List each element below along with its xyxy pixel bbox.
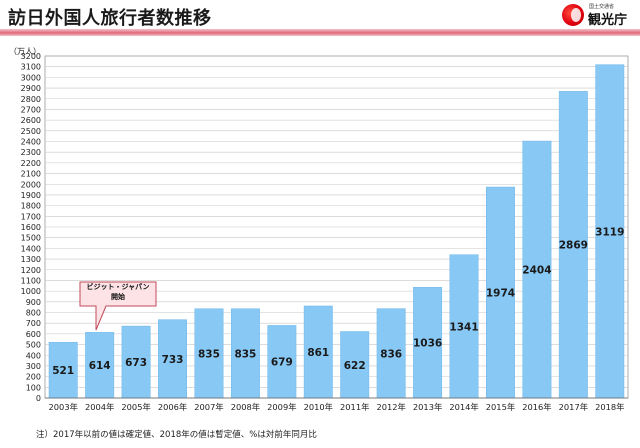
data-label: 679	[271, 357, 293, 369]
bar	[522, 140, 552, 399]
y-tick-label: 2600	[21, 116, 41, 125]
y-tick-label: 0	[36, 394, 41, 403]
data-label: 733	[162, 354, 184, 366]
x-tick-label: 2005年	[121, 402, 150, 412]
y-tick-label: 1500	[21, 234, 41, 243]
data-label: 1974	[486, 288, 515, 300]
y-tick-label: 400	[26, 351, 41, 360]
bar	[376, 308, 406, 399]
bar	[486, 186, 515, 399]
x-tick-label: 2017年	[559, 402, 588, 412]
bar	[340, 331, 370, 399]
data-label: 521	[52, 365, 74, 377]
bar	[303, 305, 333, 399]
data-label: 836	[380, 348, 402, 360]
x-tick-label: 2014年	[449, 402, 478, 412]
bar	[121, 325, 151, 399]
y-tick-label: 1700	[21, 212, 41, 221]
bar	[449, 254, 479, 399]
y-tick-label: 2300	[21, 148, 41, 157]
visit-japan-callout: ビジット・ジャパン 開始	[78, 280, 160, 338]
y-tick-label: 700	[26, 319, 41, 328]
bar	[85, 332, 115, 399]
data-label: 1036	[413, 338, 442, 350]
data-label: 2404	[522, 265, 551, 277]
y-tick-label: 3100	[21, 63, 41, 72]
x-tick-label: 2006年	[158, 402, 187, 412]
y-tick-label: 3200	[21, 52, 41, 61]
y-tick-label: 1600	[21, 223, 41, 232]
bar	[194, 308, 224, 399]
bar	[158, 319, 187, 399]
x-tick-label: 2007年	[194, 402, 223, 412]
data-label: 835	[234, 348, 256, 360]
y-tick-label: 2500	[21, 127, 41, 136]
y-tick-label: 2800	[21, 95, 41, 104]
y-tick-label: 300	[26, 362, 41, 371]
y-tick-label: 2900	[21, 84, 41, 93]
y-tick-label: 1100	[21, 276, 41, 285]
data-label: 614	[89, 360, 111, 372]
data-label: 3119	[595, 226, 624, 238]
x-tick-label: 2010年	[304, 402, 333, 412]
x-tick-label: 2009年	[267, 402, 296, 412]
callout-line2: 開始	[111, 293, 125, 301]
y-tick-label: 1000	[21, 287, 41, 296]
y-tick-label: 200	[26, 373, 41, 382]
y-tick-label: 2700	[21, 105, 41, 114]
bar	[595, 64, 625, 399]
x-tick-label: 2018年	[595, 402, 624, 412]
y-tick-label: 2000	[21, 180, 41, 189]
callout-bubble	[79, 281, 157, 331]
y-tick-label: 500	[26, 341, 41, 350]
y-tick-label: 100	[26, 383, 41, 392]
x-tick-label: 2003年	[49, 402, 78, 412]
x-tick-label: 2015年	[486, 402, 515, 412]
x-tick-label: 2016年	[522, 402, 551, 412]
logo-mark-icon	[562, 4, 584, 26]
data-label: 835	[198, 348, 220, 360]
footnote: 注）2017年以前の値は確定値、2018年の値は暫定値、%は対前年同月比	[36, 430, 317, 440]
x-tick-label: 2008年	[231, 402, 260, 412]
data-label: 1341	[449, 321, 478, 333]
y-tick-label: 3000	[21, 73, 41, 82]
data-label: 673	[125, 357, 147, 369]
x-tick-label: 2012年	[376, 402, 405, 412]
y-tick-label: 900	[26, 298, 41, 307]
title-underline	[0, 29, 640, 36]
y-tick-label: 1300	[21, 255, 41, 264]
bar	[558, 91, 588, 399]
x-tick-label: 2013年	[413, 402, 442, 412]
y-axis-unit-label: （万人）	[9, 47, 41, 56]
y-tick-label: 2100	[21, 170, 41, 179]
y-tick-label: 2200	[21, 159, 41, 168]
y-tick-label: 2400	[21, 138, 41, 147]
callout-line1: ビジット・ジャパン	[86, 283, 150, 291]
y-tick-label: 800	[26, 309, 41, 318]
data-label: 622	[344, 360, 366, 372]
page-title: 訪日外国人旅行者数推移	[8, 8, 212, 29]
x-tick-label: 2004年	[85, 402, 114, 412]
japan-tourism-agency-logo: 国土交通省 観光庁	[562, 3, 636, 28]
header: 訪日外国人旅行者数推移 国土交通省 観光庁	[0, 0, 640, 36]
y-tick-label: 1800	[21, 202, 41, 211]
bar	[267, 325, 297, 399]
y-tick-label: 1400	[21, 244, 41, 253]
data-label: 861	[307, 347, 329, 359]
bar	[413, 287, 443, 399]
y-tick-label: 600	[26, 330, 41, 339]
data-label: 2869	[559, 240, 588, 252]
x-tick-label: 2011年	[340, 402, 369, 412]
bar	[230, 308, 260, 399]
logo-subtitle: 国土交通省	[589, 4, 615, 10]
y-tick-label: 1200	[21, 266, 41, 275]
logo-name: 観光庁	[588, 13, 628, 28]
y-tick-label: 1900	[21, 191, 41, 200]
callout-text: ビジット・ジャパン 開始	[81, 282, 155, 302]
